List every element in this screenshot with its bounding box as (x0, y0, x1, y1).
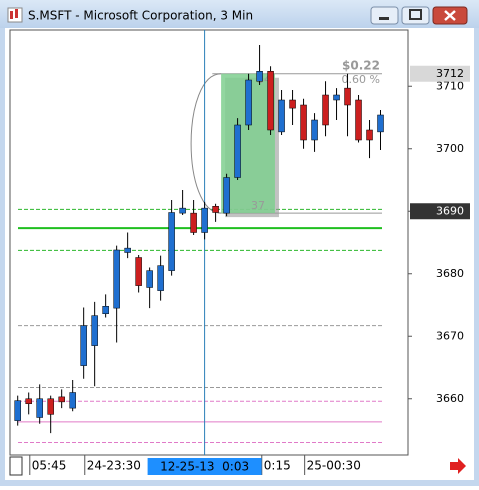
candle-body (212, 206, 219, 213)
candle-body (344, 87, 351, 106)
plot-area (9, 29, 409, 456)
candle-body (355, 99, 362, 141)
y-tick-label: 3710 (436, 79, 464, 92)
candle-body (333, 94, 340, 101)
candle-body (234, 124, 241, 178)
maximize-button[interactable] (401, 6, 430, 25)
candle-body (102, 306, 109, 314)
candle-body (190, 212, 197, 233)
candle-body (14, 400, 21, 421)
candle-body (311, 119, 318, 141)
y-tick-label: 3680 (436, 267, 464, 280)
price-marker-label: 3712 (436, 67, 464, 80)
x-tick-label: 25-00:30 (307, 459, 361, 473)
price-marker (410, 65, 470, 82)
y-tick-label: 3700 (436, 142, 464, 155)
scroll-right-arrow[interactable] (450, 458, 466, 474)
y-tick-label: 3670 (436, 329, 464, 342)
candle-body (168, 212, 175, 271)
candle-body (135, 257, 142, 286)
measure-arc (190, 73, 222, 214)
crosshair-label: 12-25-13 0:03 (160, 460, 249, 474)
candle-body (256, 71, 263, 82)
candle-body (113, 249, 120, 309)
scroll-box[interactable] (9, 456, 23, 476)
candle-body (278, 99, 285, 133)
minimize-button[interactable] (370, 6, 399, 25)
measure-pct: 0.60 % (342, 73, 380, 86)
candle-body (124, 247, 131, 253)
candle-body (58, 396, 65, 403)
candle-body (80, 325, 87, 366)
title-bar (0, 0, 479, 28)
close-button[interactable] (432, 6, 468, 25)
y-tick-label: 3660 (436, 392, 464, 405)
candle-body (245, 79, 252, 126)
candle-body (223, 177, 230, 214)
candle-body (300, 104, 307, 141)
candle-body (146, 270, 153, 288)
candle-body (201, 207, 208, 233)
measure-start-count: 37 (251, 199, 265, 212)
candle-body (322, 94, 329, 126)
candle-body (91, 315, 98, 346)
price-marker-label: 3690 (436, 204, 464, 217)
x-tick-label: 05:45 (32, 459, 67, 473)
candle-body (47, 398, 54, 415)
candle-body (377, 114, 384, 133)
candle-body (157, 265, 164, 291)
candle-body (289, 99, 296, 109)
crosshair-label-bg (147, 458, 262, 475)
candle-body (179, 207, 186, 214)
candle-body (267, 71, 274, 131)
price-marker (410, 203, 470, 220)
candle-body (366, 129, 373, 141)
candle-body (25, 398, 32, 404)
window-title: S.MSFT - Microsoft Corporation, 3 Min (28, 9, 253, 23)
x-tick-label: 0:15 (264, 459, 291, 473)
x-tick-label: 24-23:30 (87, 459, 141, 473)
app-icon (7, 7, 23, 23)
measure-change: $0.22 (342, 58, 380, 72)
candle-body (36, 398, 43, 418)
candle-body (69, 392, 76, 409)
